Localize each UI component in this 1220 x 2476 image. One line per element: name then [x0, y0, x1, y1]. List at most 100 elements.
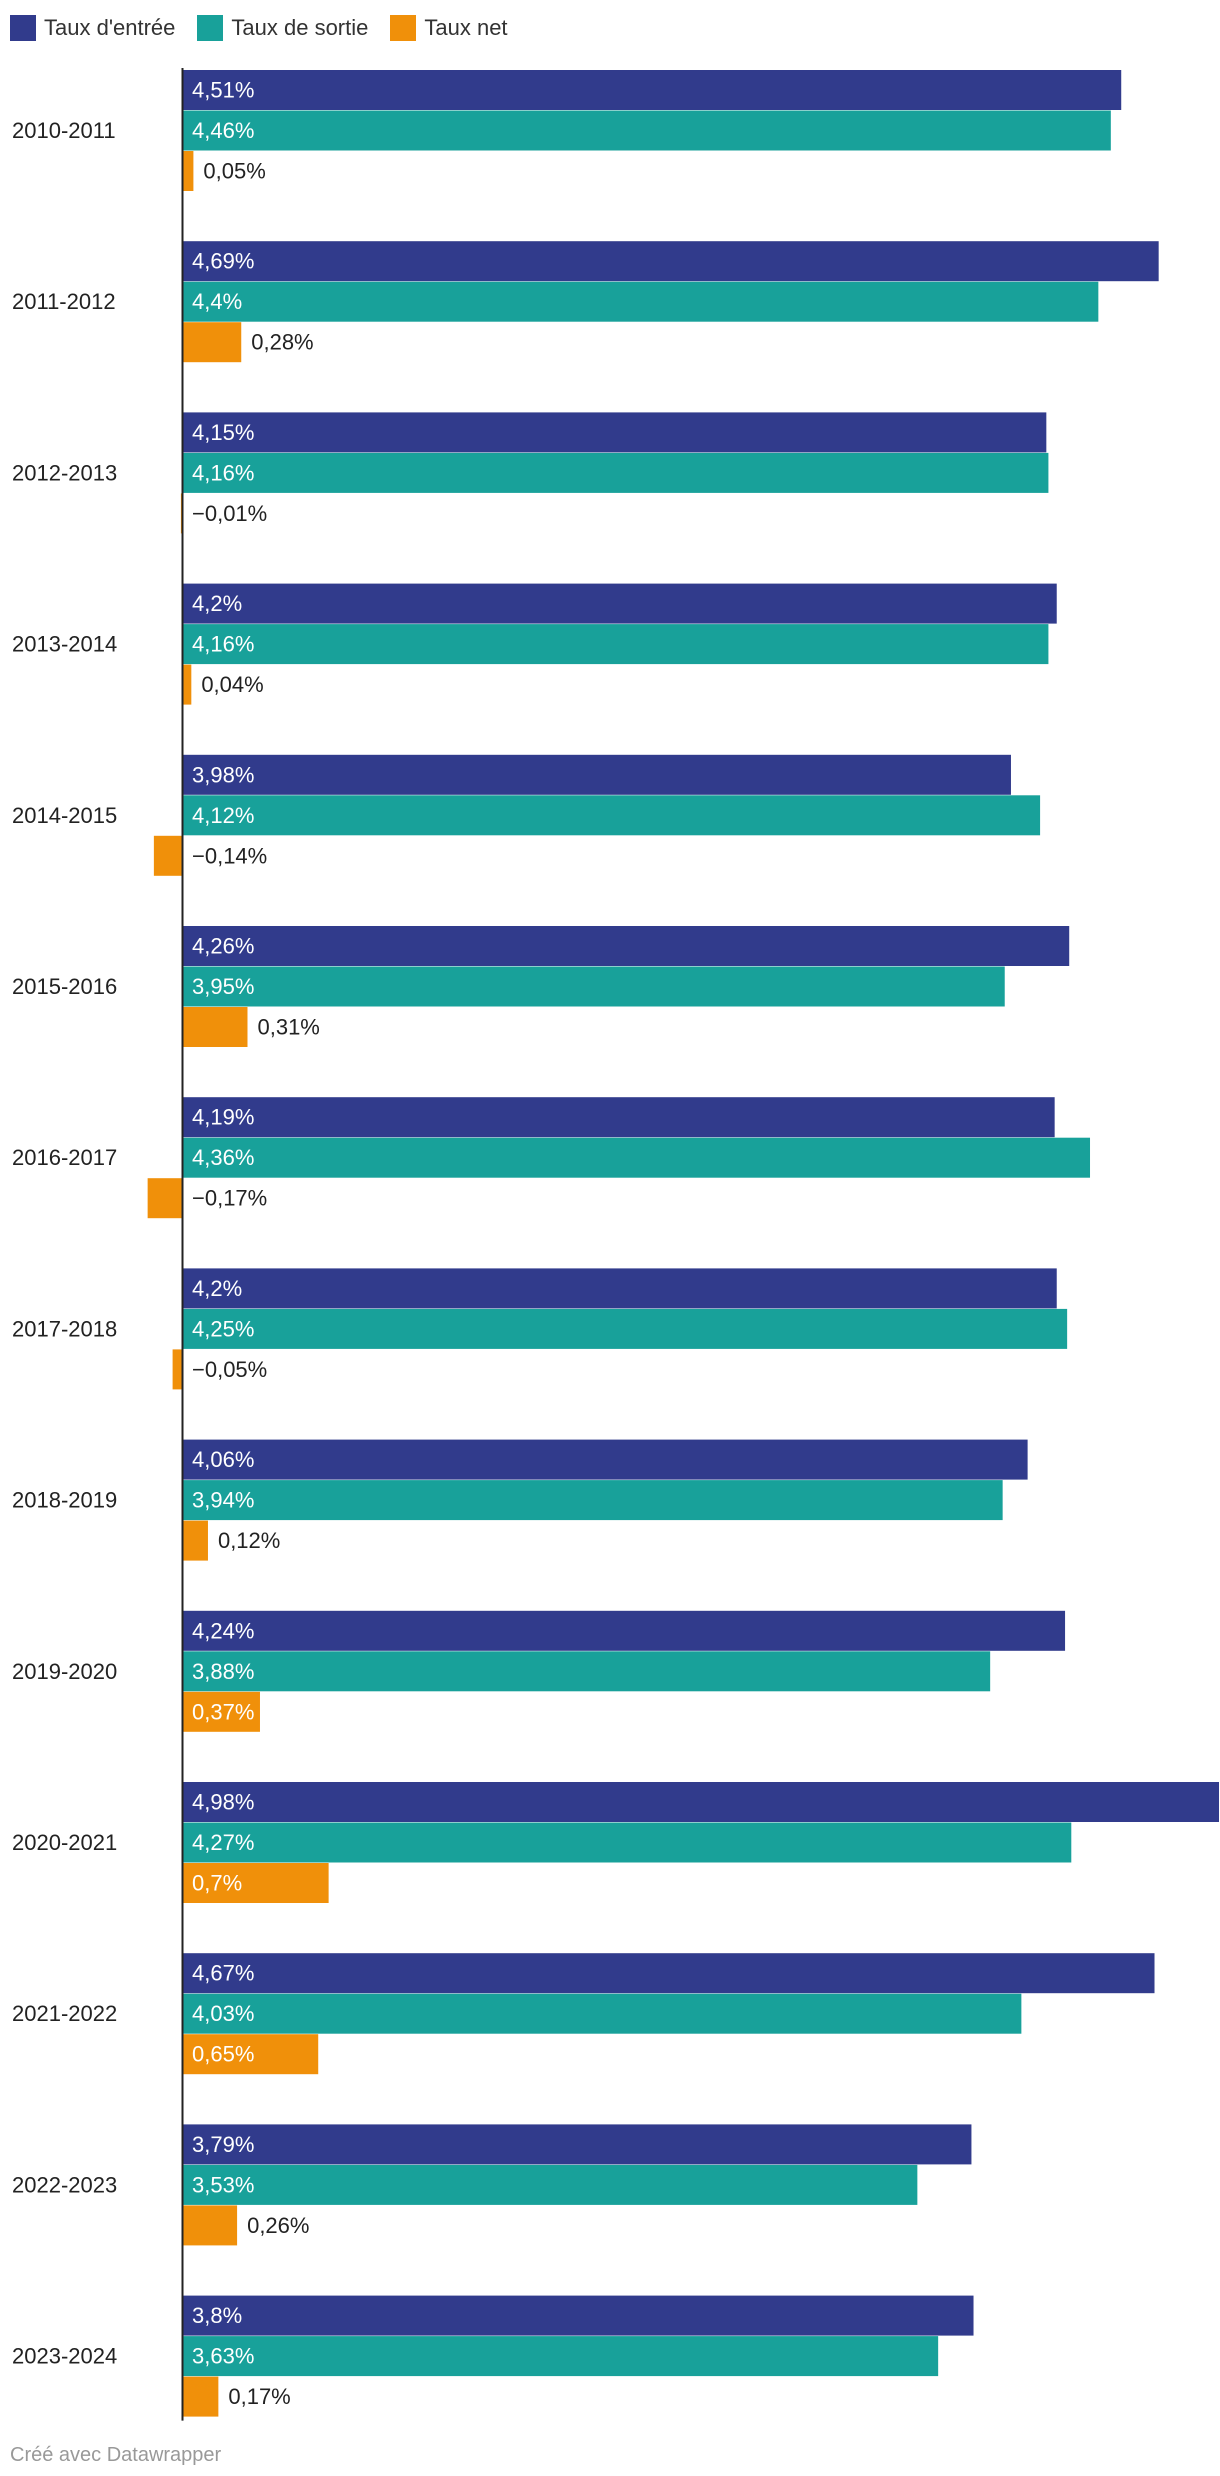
legend-swatch-net	[390, 15, 417, 41]
value-label-entree: 4,26%	[192, 934, 254, 959]
bar-net-2016-2017	[147, 1178, 183, 1219]
value-label-entree: 4,51%	[192, 78, 254, 103]
bar-group-2012-2013: 2012-2013 4,15% 4,16% −0,01%	[12, 412, 1049, 534]
bar-entree-2018-2019	[183, 1439, 1028, 1480]
bar-sortie-2018-2019	[183, 1480, 1003, 1521]
value-label-sortie: 3,53%	[192, 2172, 254, 2197]
bar-entree-2015-2016	[183, 926, 1070, 966]
chart-legend: Taux d'entrée Taux de sortie Taux net	[10, 12, 508, 44]
value-label-net: 0,17%	[228, 2384, 290, 2409]
bar-group-2022-2023: 2022-2023 3,79% 3,53% 0,26%	[12, 2124, 972, 2246]
bar-entree-2023-2024	[183, 2295, 974, 2336]
bar-group-2016-2017: 2016-2017 4,19% 4,36% −0,17%	[12, 1097, 1091, 1219]
legend-item-entree: Taux d'entrée	[10, 15, 175, 41]
bar-entree-2022-2023	[183, 2124, 972, 2165]
bar-net-2019-2020	[183, 1691, 260, 1732]
bar-sortie-2010-2011	[183, 110, 1111, 151]
value-label-sortie: 4,4%	[192, 289, 242, 314]
value-label-net: −0,01%	[192, 501, 267, 526]
category-label: 2022-2023	[12, 2172, 117, 2197]
value-label-net: −0,17%	[192, 1186, 267, 1211]
bar-sortie-2016-2017	[183, 1137, 1091, 1178]
bar-sortie-2019-2020	[183, 1651, 991, 1692]
bar-entree-2013-2014	[183, 583, 1057, 624]
value-label-net: 0,12%	[218, 1528, 280, 1553]
value-label-entree: 4,98%	[192, 1790, 254, 1815]
bar-sortie-2011-2012	[183, 281, 1099, 322]
bar-group-2018-2019: 2018-2019 4,06% 3,94% 0,12%	[12, 1439, 1028, 1561]
value-label-sortie: 4,46%	[192, 118, 254, 143]
value-label-net: −0,05%	[192, 1357, 267, 1382]
value-label-net: −0,14%	[192, 843, 267, 868]
value-label-entree: 4,2%	[192, 591, 242, 616]
bar-sortie-2013-2014	[183, 624, 1049, 665]
value-label-entree: 4,15%	[192, 420, 254, 445]
value-label-entree: 4,67%	[192, 1961, 254, 1986]
bar-net-2021-2022	[183, 2034, 319, 2075]
value-label-net: 0,65%	[192, 2042, 254, 2067]
value-label-sortie: 3,63%	[192, 2344, 254, 2369]
value-label-net: 0,05%	[203, 159, 265, 184]
bar-net-2020-2021	[183, 1863, 329, 1903]
value-label-net: 0,31%	[257, 1015, 319, 1040]
bar-group-2011-2012: 2011-2012 4,69% 4,4% 0,28%	[12, 241, 1159, 363]
bar-entree-2017-2018	[183, 1268, 1057, 1309]
bar-net-2017-2018	[172, 1349, 183, 1390]
value-label-sortie: 4,27%	[192, 1830, 254, 1855]
bar-group-2015-2016: 2015-2016 4,26% 3,95%0,31%	[12, 926, 1070, 1047]
value-label-entree: 4,24%	[192, 1618, 254, 1643]
value-label-net: 0,7%	[192, 1871, 242, 1896]
value-label-entree: 4,06%	[192, 1447, 254, 1472]
legend-item-net: Taux net	[390, 15, 508, 41]
category-label: 2010-2011	[12, 118, 116, 143]
value-label-entree: 3,98%	[192, 762, 254, 787]
legend-label-sortie: Taux de sortie	[231, 15, 369, 40]
category-label: 2023-2024	[12, 2344, 117, 2369]
category-label: 2015-2016	[12, 974, 117, 999]
category-label: 2016-2017	[12, 1145, 117, 1170]
bar-sortie-2023-2024	[183, 2336, 939, 2377]
category-label: 2011-2012	[12, 289, 116, 314]
bar-group-2014-2015: 2014-2015 3,98% 4,12% −0,14%	[12, 754, 1041, 876]
value-label-sortie: 4,16%	[192, 460, 254, 485]
value-label-entree: 3,8%	[192, 2303, 242, 2328]
value-label-entree: 4,19%	[192, 1105, 254, 1130]
category-label: 2020-2021	[12, 1830, 117, 1855]
bar-group-2021-2022: 2021-2022 4,67% 4,03% 0,65%	[12, 1953, 1155, 2075]
value-label-sortie: 4,03%	[192, 2001, 254, 2026]
bar-sortie-2017-2018	[183, 1308, 1068, 1349]
value-label-sortie: 4,36%	[192, 1145, 254, 1170]
category-label: 2017-2018	[12, 1316, 117, 1341]
value-label-sortie: 3,95%	[192, 974, 254, 999]
category-label: 2018-2019	[12, 1488, 117, 1513]
legend-swatch-sortie	[197, 15, 224, 41]
value-label-sortie: 3,94%	[192, 1488, 254, 1513]
bar-net-2018-2019	[183, 1520, 208, 1561]
value-label-entree: 4,2%	[192, 1276, 242, 1301]
bar-group-2017-2018: 2017-2018 4,2% 4,25% −0,05%	[12, 1268, 1068, 1390]
value-label-sortie: 3,88%	[192, 1659, 254, 1684]
bar-group-2013-2014: 2013-2014 4,2% 4,16% 0,04%	[12, 583, 1057, 705]
bar-net-2014-2015	[153, 835, 183, 876]
bar-entree-2021-2022	[183, 1953, 1155, 1994]
bar-group-2019-2020: 2019-2020 4,24% 3,88% 0,37%	[12, 1610, 1066, 1732]
bar-sortie-2021-2022	[183, 1993, 1022, 2034]
legend-item-sortie: Taux de sortie	[197, 15, 368, 41]
bar-entree-2020-2021	[183, 1782, 1219, 1822]
footer-credit[interactable]: Créé avec Datawrapper	[10, 2444, 222, 2466]
bar-group-2010-2011: 2010-2011 4,51% 4,46% 0,05%	[12, 70, 1122, 191]
value-label-entree: 3,79%	[192, 2132, 254, 2157]
value-label-entree: 4,69%	[192, 249, 254, 274]
value-label-net: 0,37%	[192, 1699, 254, 1724]
bar-net-2023-2024	[183, 2376, 219, 2417]
legend-swatch-entree	[10, 15, 36, 41]
category-label: 2021-2022	[12, 2001, 117, 2026]
value-label-net: 0,28%	[251, 330, 313, 355]
bar-entree-2011-2012	[183, 241, 1159, 282]
value-label-net: 0,26%	[247, 2213, 309, 2238]
bar-entree-2010-2011	[183, 70, 1122, 110]
bar-sortie-2012-2013	[183, 452, 1049, 493]
category-label: 2013-2014	[12, 632, 117, 657]
bar-net-2022-2023	[183, 2205, 238, 2246]
bar-sortie-2014-2015	[183, 795, 1041, 836]
